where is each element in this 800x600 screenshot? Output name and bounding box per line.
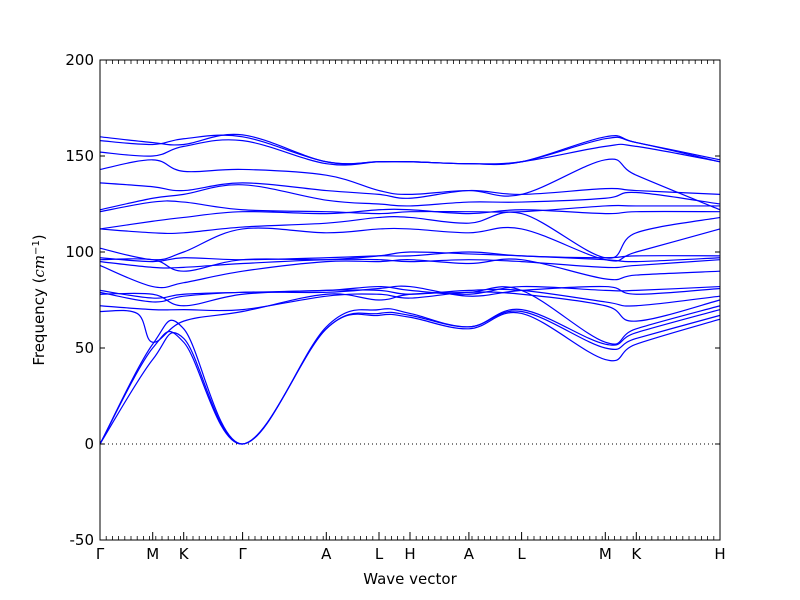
y-tick-label: -50: [70, 531, 95, 549]
x-tick-label-2: M: [146, 545, 159, 563]
band-line-1: [99, 311, 721, 445]
band-line-22: [99, 133, 721, 166]
x-tick-label-9: L: [517, 545, 526, 563]
x-tick-label-6: L: [375, 545, 384, 563]
band-line-16: [99, 200, 720, 215]
band-line-14: [99, 211, 721, 259]
x-tick-label-4: Γ: [238, 545, 247, 563]
y-axis-label-exp: −1: [31, 240, 42, 255]
x-tick-label-12: H: [714, 545, 725, 563]
band-line-18: [99, 182, 721, 199]
band-line-2: [99, 310, 721, 445]
x-tick-label-7: H: [404, 545, 415, 563]
y-tick-label: 150: [65, 147, 94, 165]
band-line-7: [99, 285, 721, 299]
band-line-3: [99, 308, 721, 445]
band-line-13: [99, 226, 721, 262]
plot-frame: [99, 59, 721, 541]
band-line-6: [99, 288, 721, 307]
band-line-8: [99, 285, 721, 303]
x-tick-label-5: A: [321, 545, 332, 563]
y-tick-label: 100: [65, 243, 94, 261]
y-axis-label-text: Frequency (: [30, 278, 48, 366]
y-axis-label: Frequency (cm−1): [30, 234, 48, 365]
x-tick-label-11: K: [631, 545, 642, 563]
x-tick-label-10: M: [599, 545, 612, 563]
y-axis-label-close: ): [30, 234, 48, 240]
band-line-10: [99, 258, 721, 269]
y-tick-label: 50: [75, 339, 94, 357]
band-line-9: [99, 258, 721, 289]
band-line-11: [99, 251, 721, 272]
band-line-17: [99, 184, 721, 211]
band-line-19: [99, 158, 721, 211]
band-line-4: [99, 286, 721, 345]
plot-area: [99, 133, 721, 445]
band-line-15: [99, 208, 721, 230]
x-tick-label-8: A: [464, 545, 475, 563]
x-tick-label-3: K: [179, 545, 190, 563]
x-axis-label: Wave vector: [363, 570, 457, 588]
x-tick-label-1: Γ: [96, 545, 105, 563]
y-tick-label: 0: [84, 435, 94, 453]
band-line-5: [99, 291, 721, 322]
y-tick-label: 200: [65, 51, 94, 69]
y-axis-label-unit: cm: [30, 255, 48, 278]
